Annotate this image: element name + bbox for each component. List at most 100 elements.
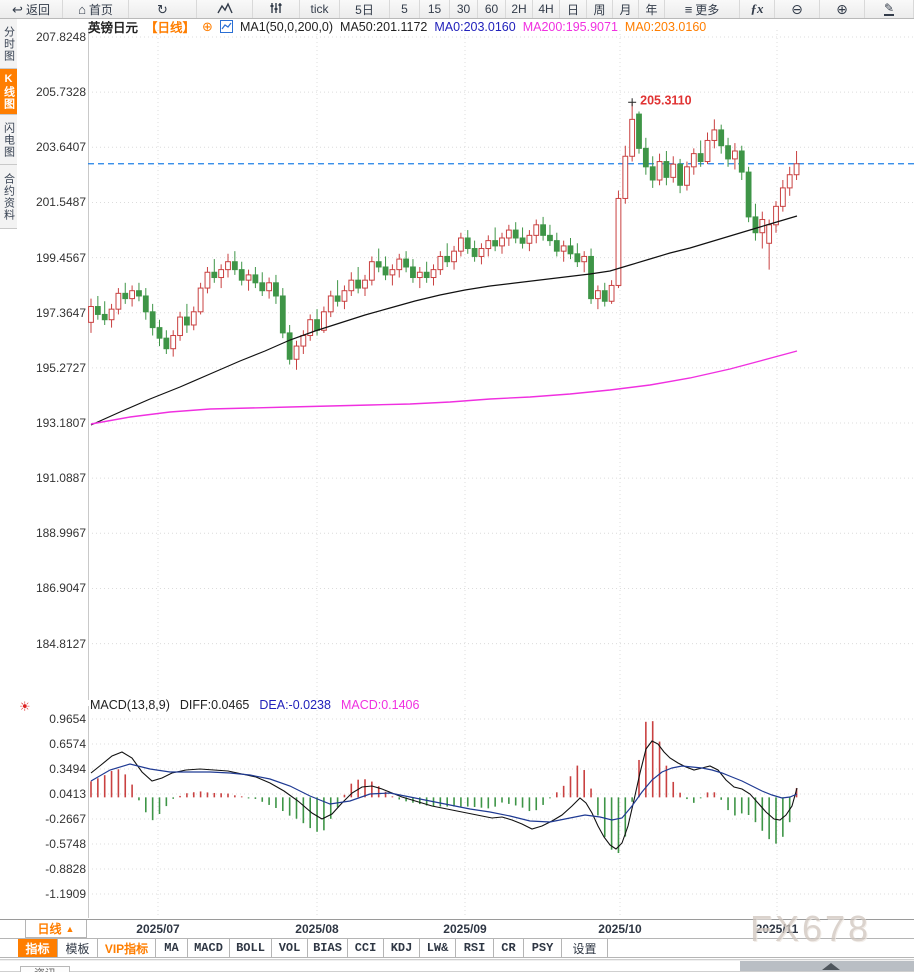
scrollbar-track[interactable] bbox=[0, 961, 914, 972]
back-button[interactable]: ↩ 返回 bbox=[0, 0, 63, 18]
indicator-tabs-row: 指标 模板 VIP指标 MA MACD BOLL VOL BIAS CCI KDJ LW& RSI CR… bbox=[0, 938, 914, 958]
indicator-tab-cci[interactable]: CCI bbox=[348, 939, 384, 957]
indicator-tab-ma[interactable]: MA bbox=[156, 939, 188, 957]
volume-bars-button[interactable] bbox=[253, 0, 300, 18]
macd-axis-label: -0.2667 bbox=[45, 811, 86, 826]
sidebar-tab-4[interactable]: 合约资料 bbox=[0, 165, 17, 229]
period-5d-label: 5日 bbox=[355, 2, 374, 17]
x-axis-row: 日线 ▲ 2025/07 2025/08 2025/09 2025/10 2025/11 bbox=[0, 919, 914, 938]
scroll-up-arrow-icon[interactable] bbox=[822, 963, 840, 970]
price-axis-label: 186.9047 bbox=[35, 581, 86, 596]
home-label: 首页 bbox=[88, 2, 113, 17]
period-5m-label: 5 bbox=[401, 2, 408, 16]
period-30m-button[interactable]: 30 bbox=[450, 0, 478, 18]
indicator-tab-设置[interactable]: 设置 bbox=[562, 939, 608, 957]
price-axis-label: 205.7328 bbox=[35, 85, 86, 100]
period-label: 【日线】 bbox=[145, 21, 196, 35]
back-label: 返回 bbox=[25, 2, 50, 17]
indicator-tab-macd[interactable]: MACD bbox=[188, 939, 230, 957]
indicator-chart-icon bbox=[219, 20, 233, 33]
period-15m-label: 15 bbox=[427, 2, 442, 16]
zoom-out-button[interactable]: ⊖ bbox=[775, 0, 820, 18]
price-axis-label: 188.9967 bbox=[35, 526, 86, 541]
price-axis-label: 203.6407 bbox=[35, 140, 86, 155]
macd-axis-label: 0.0413 bbox=[49, 786, 86, 801]
zoom-out-label: ⊖ bbox=[791, 0, 803, 17]
price-axis-label: 197.3647 bbox=[35, 305, 86, 320]
sidebar-tab-1[interactable]: 分时图 bbox=[0, 19, 17, 69]
macd-axis-label: 0.3494 bbox=[49, 761, 86, 776]
ma0-orange-value: MA0:203.0160 bbox=[624, 19, 707, 34]
x-axis-label: 2025/10 bbox=[598, 922, 642, 936]
indicator-tab-boll[interactable]: BOLL bbox=[230, 939, 272, 957]
indicator-tab-指标[interactable]: 指标 bbox=[18, 939, 58, 957]
period-month-button[interactable]: 月 bbox=[613, 0, 639, 18]
period-2h-label: 2H bbox=[511, 2, 527, 16]
draw-button[interactable]: ✎ bbox=[865, 0, 914, 18]
chart-header: 英镑日元 【日线】 ⊕ MA1(50,0,200,0) MA50:201.117… bbox=[88, 18, 707, 36]
sidebar-tab-3[interactable]: 闪电图 bbox=[0, 115, 17, 165]
indicator-tab-psy[interactable]: PSY bbox=[524, 939, 562, 957]
macd-header: MACD(13,8,9) DIFF:0.0465 DEA:-0.0238 MAC… bbox=[90, 698, 419, 712]
period-year-button[interactable]: 年 bbox=[639, 0, 665, 18]
more-button[interactable]: ≡ 更多 bbox=[665, 0, 740, 18]
indicator-tab-bias[interactable]: BIAS bbox=[308, 939, 348, 957]
indicator-tab-kdj[interactable]: KDJ bbox=[384, 939, 420, 957]
period-2h-button[interactable]: 2H bbox=[506, 0, 533, 18]
macd-chart[interactable] bbox=[88, 706, 914, 918]
indicator-tab-vip指标[interactable]: VIP指标 bbox=[98, 939, 156, 957]
price-axis-label: 195.2727 bbox=[35, 360, 86, 375]
zoom-in-button[interactable]: ⊕ bbox=[820, 0, 865, 18]
price-axis-label: 199.4567 bbox=[35, 250, 86, 265]
ma200-value: MA200:195.9071 bbox=[522, 19, 618, 34]
period-15m-button[interactable]: 15 bbox=[420, 0, 450, 18]
period-month-label: 月 bbox=[619, 2, 632, 17]
indicator-settings-icon[interactable]: ☀ bbox=[19, 699, 31, 714]
indicator-tab-rsi[interactable]: RSI bbox=[456, 939, 494, 957]
macd-axis-label: 0.9654 bbox=[49, 712, 86, 726]
tick-label: tick bbox=[310, 2, 329, 16]
refresh-button[interactable]: ↻ bbox=[129, 0, 197, 18]
period-60m-label: 60 bbox=[484, 2, 499, 16]
back-icon: ↩ bbox=[12, 1, 23, 17]
period-60m-button[interactable]: 60 bbox=[478, 0, 506, 18]
add-indicator-icon[interactable]: ⊕ bbox=[202, 18, 213, 34]
refresh-icon: ↻ bbox=[157, 1, 168, 17]
period-selector-tab[interactable]: 日线 ▲ bbox=[25, 920, 87, 938]
ma50-value: MA50:201.1172 bbox=[340, 19, 428, 34]
macd-dea-value: DEA:-0.0238 bbox=[259, 698, 331, 712]
period-5m-button[interactable]: 5 bbox=[390, 0, 420, 18]
period-day-button[interactable]: 日 bbox=[560, 0, 587, 18]
period-week-button[interactable]: 周 bbox=[587, 0, 613, 18]
sidebar-tab-2[interactable]: K线图 bbox=[0, 69, 17, 115]
ma-settings: MA1(50,0,200,0) bbox=[239, 19, 334, 34]
draw-label: ✎ bbox=[883, 1, 895, 16]
formula-label: ƒx bbox=[750, 1, 764, 16]
symbol-name: 英镑日元 bbox=[88, 21, 139, 35]
bottom-scroll-strip: 资讯 bbox=[0, 959, 914, 972]
indicator-tab-lw[interactable]: LW& bbox=[420, 939, 456, 957]
indicator-tab-vol[interactable]: VOL bbox=[272, 939, 308, 957]
period-4h-button[interactable]: 4H bbox=[533, 0, 560, 18]
indicator-tab-cr[interactable]: CR bbox=[494, 939, 524, 957]
tick-button[interactable]: tick bbox=[300, 0, 340, 18]
mountain-chart-icon bbox=[216, 2, 233, 16]
period-day-label: 日 bbox=[566, 2, 579, 17]
ma0-blue-value: MA0:203.0160 bbox=[434, 19, 516, 34]
formula-button[interactable]: ƒx bbox=[740, 0, 775, 18]
price-chart[interactable]: 205.3110 bbox=[88, 28, 914, 700]
home-button[interactable]: ⌂ 首页 bbox=[63, 0, 129, 18]
macd-diff-value: DIFF:0.0465 bbox=[179, 698, 250, 712]
period-year-label: 年 bbox=[645, 2, 658, 17]
home-icon: ⌂ bbox=[78, 1, 86, 17]
period-30m-label: 30 bbox=[456, 2, 471, 16]
sliders-icon bbox=[270, 2, 282, 16]
indicator-tab-模板[interactable]: 模板 bbox=[58, 939, 98, 957]
news-tab-clipped[interactable]: 资讯 bbox=[20, 966, 70, 972]
period-5d-button[interactable]: 5日 bbox=[340, 0, 390, 18]
mountain-chart-button[interactable] bbox=[197, 0, 253, 18]
price-axis-label: 191.0887 bbox=[35, 471, 86, 486]
macd-title: MACD(13,8,9) bbox=[90, 698, 170, 712]
zoom-in-label: ⊕ bbox=[836, 0, 848, 17]
